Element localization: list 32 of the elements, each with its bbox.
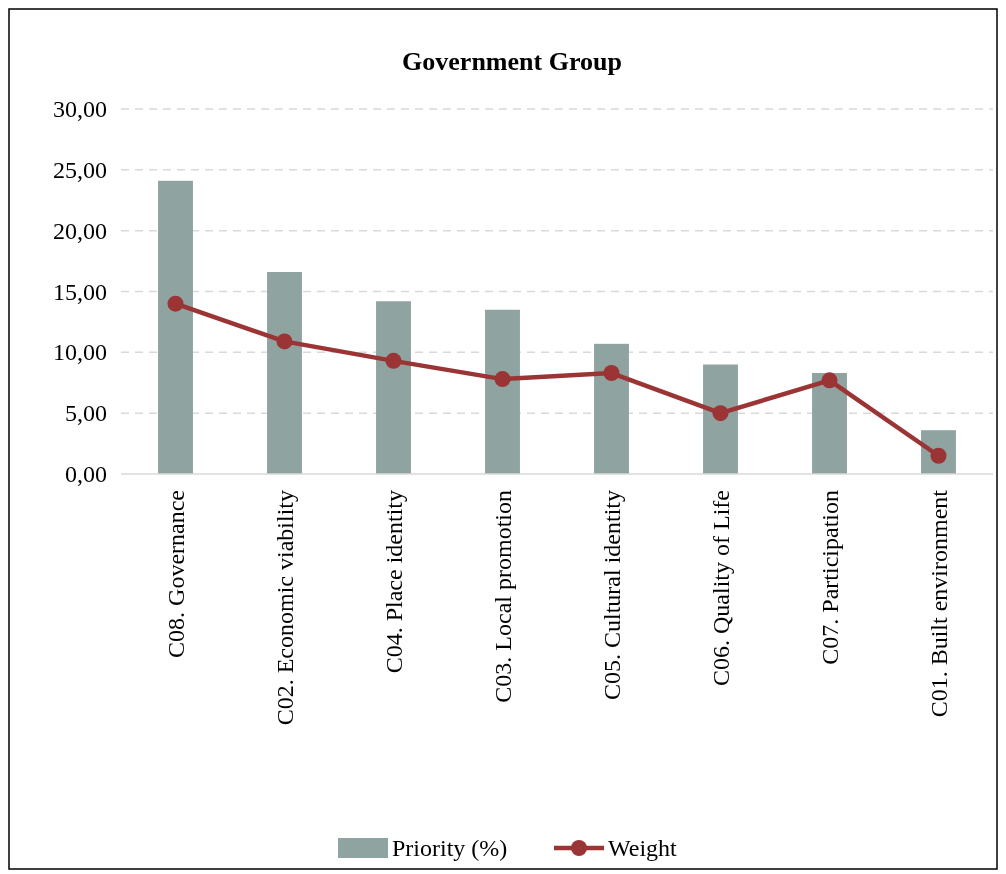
point bbox=[385, 352, 402, 369]
x-tick-label: C07. Participation bbox=[816, 490, 843, 665]
y-tick-label: 20,00 bbox=[53, 217, 107, 244]
legend-label: Weight bbox=[608, 835, 678, 861]
bar bbox=[158, 180, 193, 474]
legend-label: Priority (%) bbox=[392, 835, 508, 861]
point bbox=[821, 372, 838, 389]
y-tick-label: 0,00 bbox=[65, 461, 107, 487]
x-tick-label: C04. Place identity bbox=[380, 490, 407, 674]
bar bbox=[267, 272, 302, 474]
bar bbox=[594, 343, 629, 474]
point bbox=[167, 295, 184, 312]
bar bbox=[703, 364, 738, 474]
x-tick-label: C03. Local promotion bbox=[489, 490, 516, 703]
x-tick-label: C01. Built environment bbox=[925, 489, 952, 718]
point bbox=[276, 333, 293, 350]
y-tick-label: 5,00 bbox=[65, 400, 107, 427]
point bbox=[712, 405, 729, 422]
y-tick-label: 30,00 bbox=[53, 96, 107, 122]
chart-title: Government Group bbox=[402, 47, 622, 76]
y-tick-label: 25,00 bbox=[53, 156, 107, 183]
x-tick-label: C08. Governance bbox=[162, 490, 189, 658]
x-tick-label: C05. Cultural identity bbox=[598, 490, 625, 700]
bar bbox=[812, 373, 847, 474]
x-tick-label: C02. Economic viability bbox=[271, 490, 298, 726]
point bbox=[603, 365, 620, 382]
y-tick-label: 15,00 bbox=[53, 278, 107, 305]
bar bbox=[376, 301, 411, 474]
y-tick-label: 10,00 bbox=[53, 339, 107, 366]
x-tick-label: C06. Quality of Life bbox=[707, 490, 734, 686]
point bbox=[494, 371, 511, 388]
bar bbox=[485, 309, 520, 474]
